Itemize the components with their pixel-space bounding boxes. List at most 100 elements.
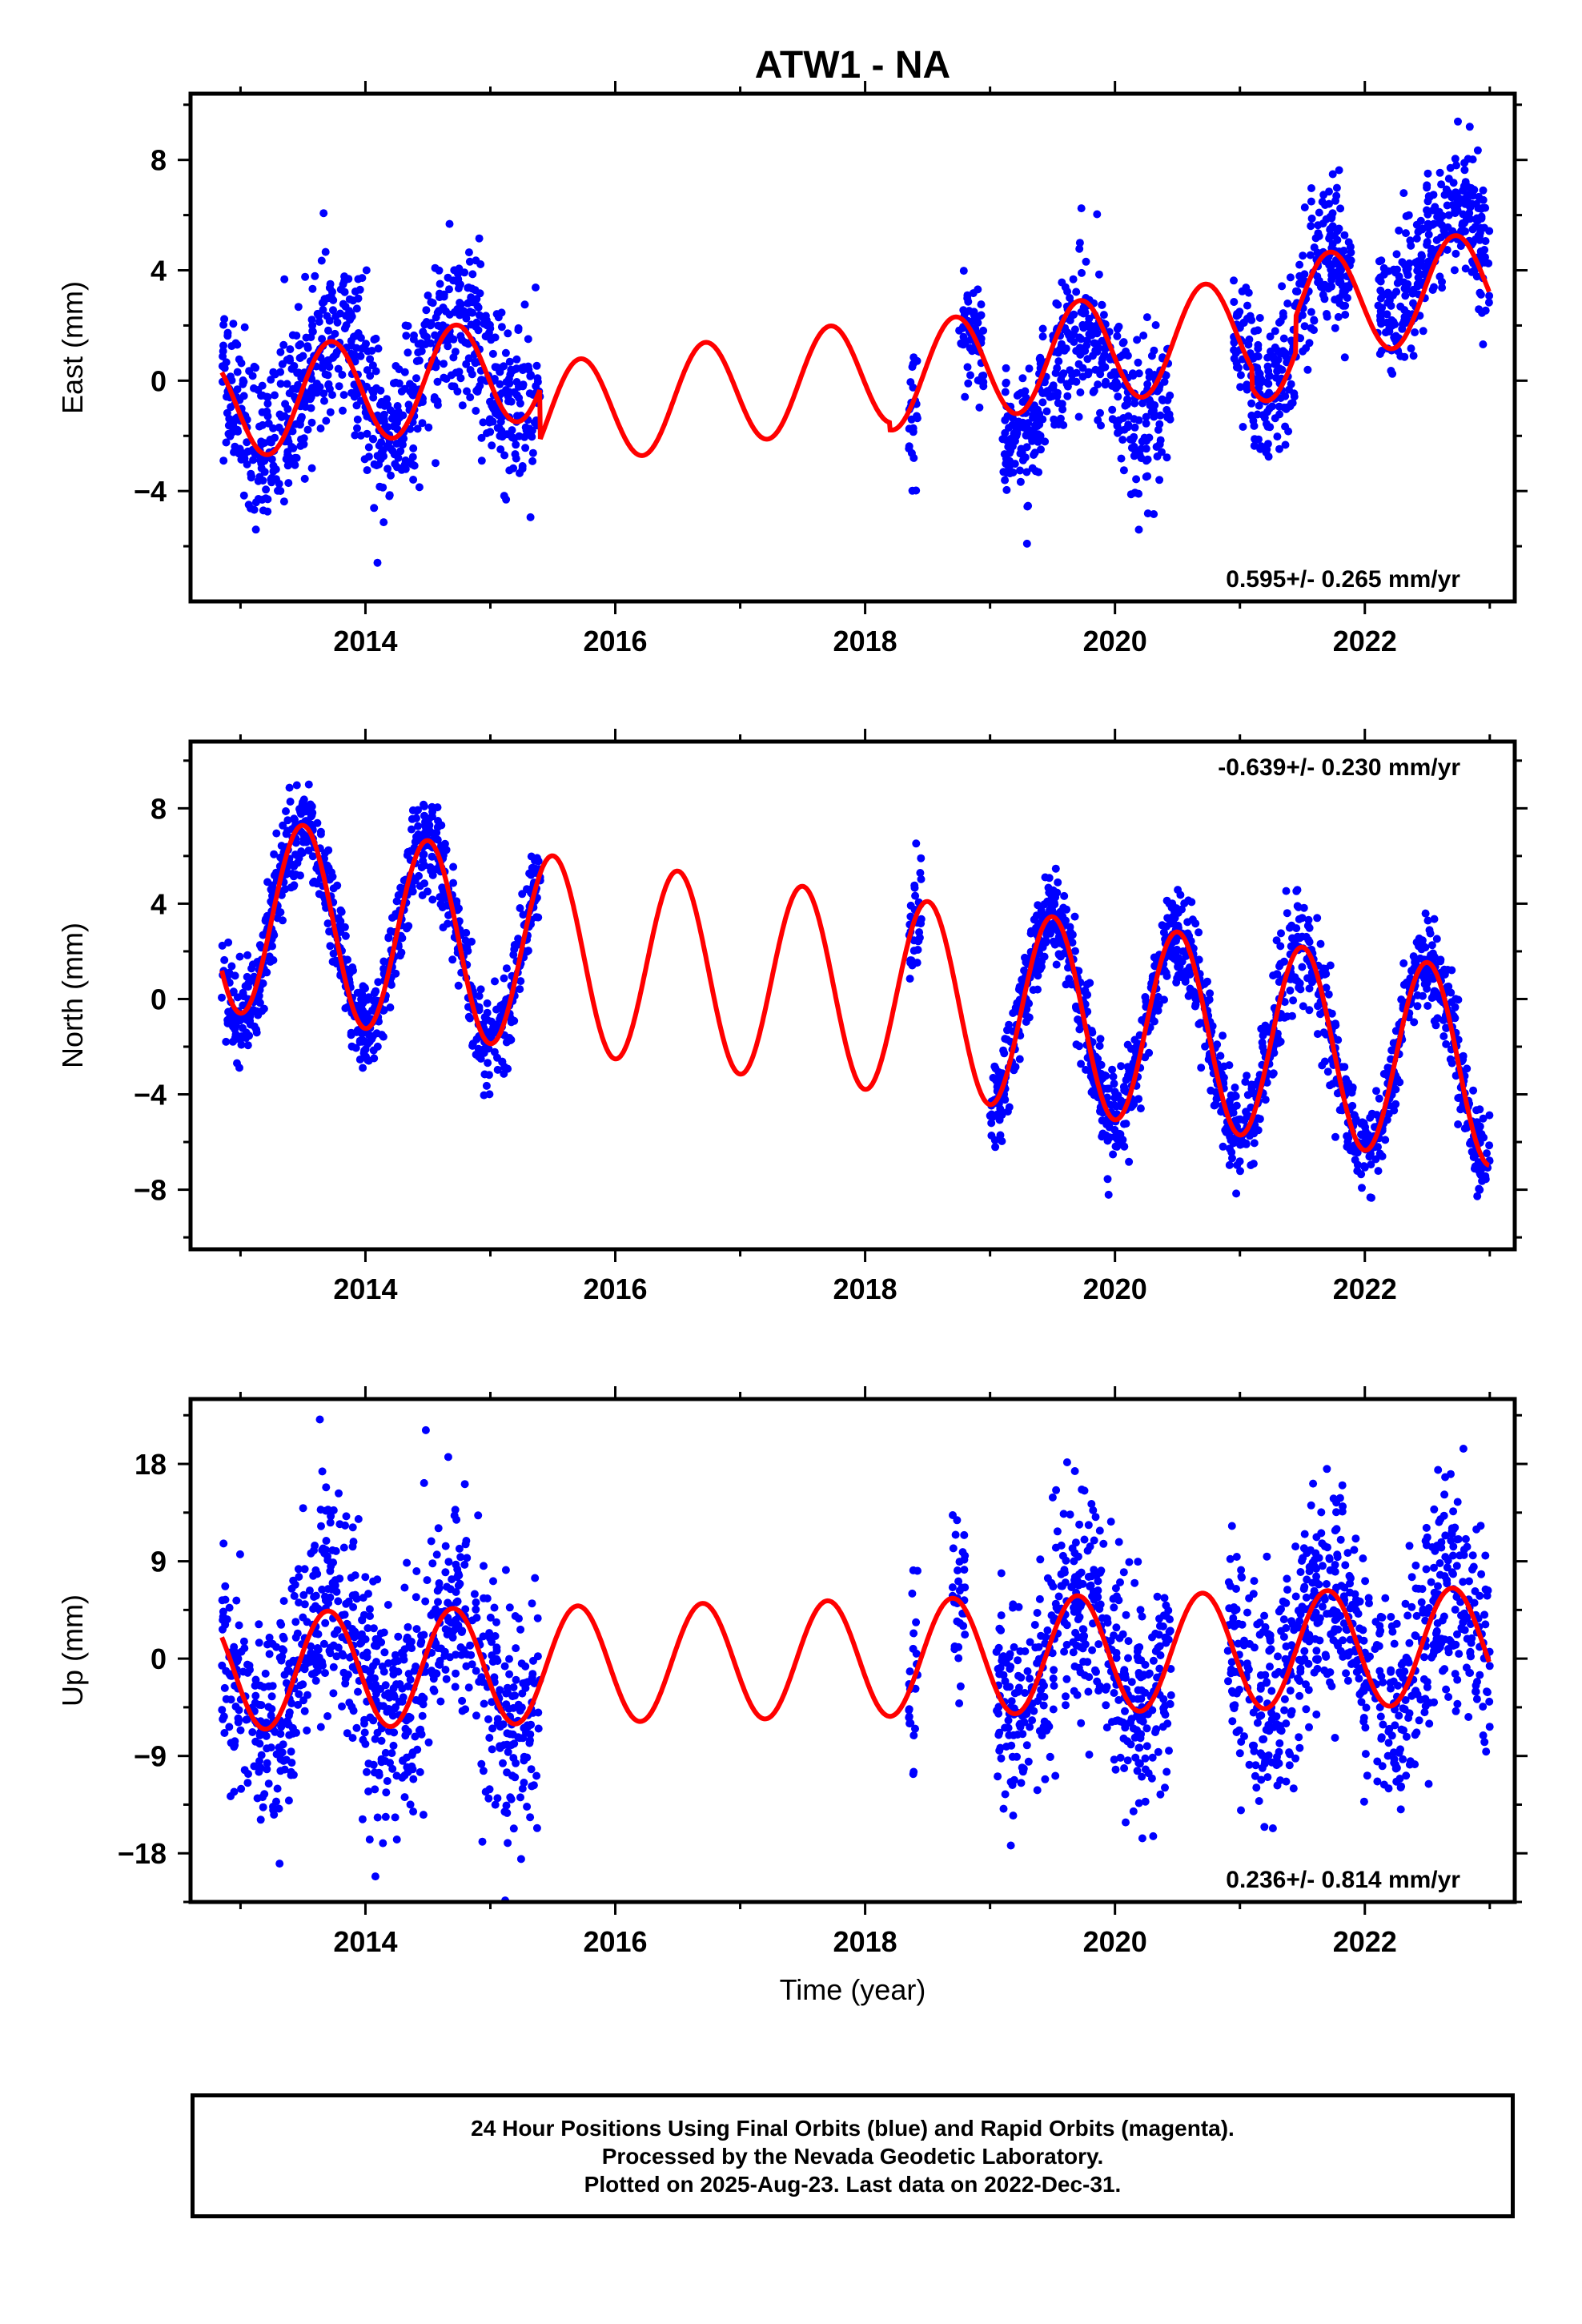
data-point (479, 418, 488, 427)
data-point (1331, 1132, 1339, 1141)
data-point (1247, 1161, 1255, 1169)
data-point (1068, 931, 1077, 939)
data-point (493, 1794, 502, 1803)
data-point (1134, 525, 1143, 534)
data-point (1305, 1006, 1314, 1015)
data-point (1063, 392, 1072, 400)
data-point (375, 460, 383, 468)
data-point (353, 988, 362, 997)
data-point (322, 416, 331, 425)
data-point (1029, 413, 1037, 422)
data-point (1473, 146, 1482, 155)
data-point (411, 876, 420, 885)
data-point (224, 1007, 233, 1016)
data-point (1472, 214, 1481, 223)
data-point (233, 368, 242, 376)
data-point (1305, 984, 1314, 993)
data-point (1476, 1185, 1484, 1194)
data-point (509, 1824, 518, 1833)
data-point (412, 1593, 420, 1602)
data-point (251, 525, 260, 534)
data-point (1168, 899, 1177, 908)
data-point (912, 839, 921, 848)
data-point (998, 1108, 1007, 1117)
data-point (531, 1574, 540, 1582)
data-point (1300, 270, 1309, 279)
data-point (218, 1706, 227, 1715)
data-point (1389, 1039, 1398, 1047)
data-point (1454, 117, 1462, 126)
data-point (319, 209, 328, 218)
data-point (1074, 412, 1083, 421)
data-point (966, 371, 974, 380)
data-point (1290, 939, 1299, 947)
data-point (354, 275, 363, 283)
data-point (1034, 901, 1042, 910)
data-point (279, 1634, 288, 1643)
data-point (1473, 1192, 1482, 1200)
data-point (370, 504, 379, 513)
data-point (1324, 990, 1333, 999)
data-point (977, 311, 986, 320)
data-point (1261, 1021, 1270, 1030)
data-point (263, 1765, 271, 1774)
data-point (404, 922, 413, 931)
data-point (458, 401, 467, 410)
data-point (249, 456, 258, 464)
data-point (318, 335, 327, 344)
data-point (435, 266, 444, 275)
data-point (263, 400, 272, 408)
data-point (351, 1043, 360, 1052)
data-point (454, 1581, 463, 1590)
data-point (223, 408, 231, 417)
data-point (419, 1811, 428, 1819)
data-point (392, 1835, 401, 1844)
data-point (356, 431, 365, 440)
data-point (280, 412, 289, 420)
data-point (1444, 982, 1453, 991)
data-point (354, 329, 363, 337)
data-point (306, 395, 315, 404)
data-point (358, 1815, 367, 1823)
data-point (1038, 389, 1047, 397)
data-point (512, 440, 520, 449)
data-point (1143, 380, 1152, 388)
data-point (493, 1065, 502, 1074)
data-point (963, 294, 972, 303)
data-point (1381, 1136, 1390, 1144)
data-point (474, 1511, 483, 1520)
data-point (526, 513, 535, 521)
data-point (1150, 962, 1159, 971)
data-point (1047, 384, 1056, 392)
data-point (270, 1811, 279, 1819)
data-point (317, 1522, 325, 1530)
data-point (1001, 1096, 1010, 1104)
data-point (339, 406, 347, 415)
data-point (1044, 926, 1053, 935)
data-point (1235, 1157, 1244, 1166)
data-point (1130, 1100, 1138, 1108)
data-point (290, 1591, 299, 1600)
data-point (275, 423, 283, 432)
data-point (1246, 312, 1255, 320)
data-point (1037, 445, 1045, 454)
data-point (1296, 985, 1305, 994)
data-point (340, 277, 349, 285)
data-point (516, 1707, 524, 1715)
data-point (516, 1625, 525, 1634)
data-point (1206, 989, 1215, 998)
data-point (1253, 352, 1262, 360)
data-point (532, 1771, 541, 1780)
data-point (1435, 168, 1444, 177)
data-point (466, 308, 475, 316)
data-point (1472, 1106, 1481, 1115)
data-point (318, 1585, 327, 1594)
data-point (1181, 977, 1190, 986)
y-axis-label: North (mm) (56, 923, 89, 1068)
data-point (299, 1504, 307, 1513)
data-point (1371, 1155, 1380, 1164)
data-point (427, 298, 436, 307)
data-point (1414, 227, 1423, 236)
data-point (332, 1652, 341, 1661)
